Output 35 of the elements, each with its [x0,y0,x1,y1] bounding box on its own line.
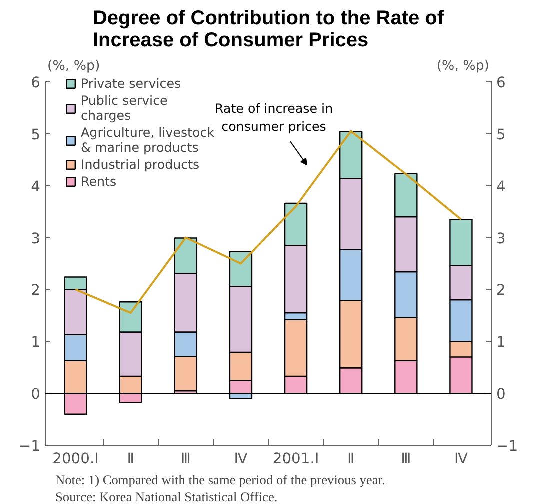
legend-label: Rents [81,174,117,189]
text: Note: 1) Compared with the same period of the previous year. [56,472,386,488]
y-tick-label: 5 [31,126,41,144]
legend-label: Industrial products [81,157,200,172]
x-tick-label: Ⅲ [401,450,412,468]
y2-tick-label: 6 [496,74,506,92]
legend-label: Agriculture, livestock & marine products [81,125,215,155]
chart-title: Degree of Contribution to the Rate of Increase of Consumer Prices [92,8,444,52]
y-tick-label: 6 [31,74,41,92]
y2-tick-label: 4 [496,178,506,196]
y2-tick-label: 2 [496,282,506,300]
legend-label: Private services [81,76,182,91]
y-tick-label: 2 [31,282,41,300]
x-tick-label: Ⅱ [347,450,355,468]
x-tick-label: 2000.Ⅰ [52,450,99,468]
y-tick-label: 0 [31,386,41,404]
y2-axis-title: (%, %p) [436,58,490,74]
y-tick-label: 1 [31,334,41,352]
y2-tick-label: 5 [496,126,506,144]
x-tick-label: Ⅳ [234,450,248,468]
y-tick-label: −1 [18,438,41,455]
y-tick-label: 4 [31,178,41,196]
source-note: Source: Korea National Statistical Office. [56,490,278,504]
x-tick-label: Ⅳ [454,450,468,468]
y-axis-title: (%, %p) [48,58,100,74]
y2-tick-label: 0 [496,386,506,404]
annotation: Rate of increase in consumer prices [214,100,334,134]
y-tick-label: 3 [31,230,41,248]
y2-tick-label: 1 [496,334,506,352]
x-tick-label: 2001.Ⅰ [272,450,320,468]
x-tick-label: Ⅲ [180,450,191,468]
y2-tick-label: 3 [496,230,506,248]
x-tick-label: Ⅱ [127,450,134,468]
legend-label: Public service charges [81,93,168,123]
y2-tick-label: −1 [496,438,518,455]
